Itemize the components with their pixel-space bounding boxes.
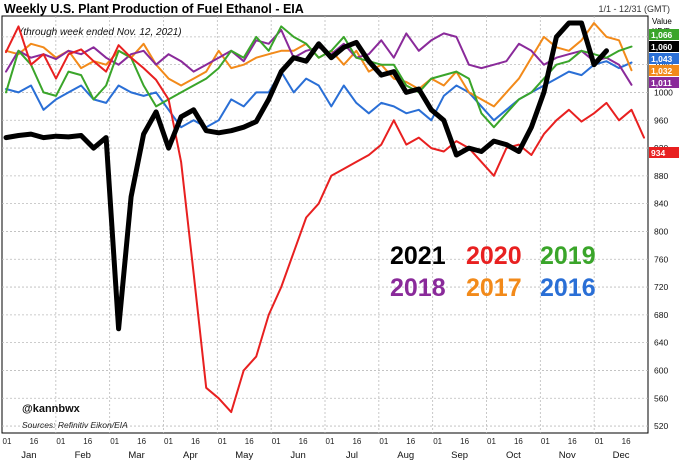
last-value-tag (649, 41, 679, 52)
x-day-label: 01 (56, 437, 65, 446)
x-day-label: 01 (326, 437, 335, 446)
x-day-label: 01 (218, 437, 227, 446)
y-tick-label: 520 (654, 421, 668, 431)
legend-label-2016: 2016 (540, 274, 596, 302)
x-month-label: Mar (128, 450, 144, 460)
x-day-label: 16 (299, 437, 308, 446)
legend-label-2018: 2018 (390, 274, 446, 302)
x-month-label: Aug (397, 450, 414, 460)
series-line-2021 (3, 20, 609, 332)
source-label: Sources: Refinitiv Eikon/EIA (22, 420, 128, 430)
x-day-label: 01 (3, 437, 12, 446)
y-tick-label: 560 (654, 393, 668, 403)
y-tick-label: 800 (654, 226, 668, 236)
x-day-label: 01 (272, 437, 281, 446)
last-value-tag (649, 77, 679, 88)
series-line-2019 (5, 25, 633, 129)
x-day-label: 01 (433, 437, 442, 446)
last-value-tag-label: 1,060 (651, 42, 673, 52)
x-day-label: 01 (487, 437, 496, 446)
y-tick-label: 720 (654, 282, 668, 292)
x-day-label: 16 (622, 437, 631, 446)
x-month-label: Jul (346, 450, 358, 460)
x-month-label: May (235, 450, 253, 460)
last-value-tag (649, 53, 679, 64)
chart-subtitle: (through week ended Nov. 12, 2021) (20, 27, 182, 38)
y-tick-label: 1040 (654, 60, 673, 70)
series-line-2020 (5, 25, 645, 414)
y-tick-label: 680 (654, 310, 668, 320)
x-day-label: 16 (29, 437, 38, 446)
y-tick-label: 840 (654, 199, 668, 209)
x-month-label: Jun (290, 450, 305, 460)
last-value-tag-label: 1,032 (651, 66, 673, 76)
x-day-label: 16 (514, 437, 523, 446)
y-tick-label: 960 (654, 115, 668, 125)
x-day-label: 16 (460, 437, 469, 446)
legend-label-2021: 2021 (390, 242, 446, 270)
x-day-label: 01 (110, 437, 119, 446)
y-tick-label: 880 (654, 171, 668, 181)
x-day-label: 16 (352, 437, 361, 446)
x-day-label: 01 (595, 437, 604, 446)
last-value-tag (649, 29, 679, 40)
y-tick-label: 640 (654, 338, 668, 348)
x-day-label: 16 (191, 437, 200, 446)
y-tick-label: 600 (654, 365, 668, 375)
x-day-label: 16 (137, 437, 146, 446)
x-month-label: Dec (613, 450, 630, 460)
y-tick-label: 1000 (654, 87, 673, 97)
last-value-tag-label: 1,011 (651, 78, 672, 88)
x-month-label: Jan (21, 450, 36, 460)
y-tick-label: 760 (654, 254, 668, 264)
unit-value-label: Value (652, 17, 672, 26)
x-day-label: 01 (379, 437, 388, 446)
x-month-label: Feb (75, 450, 91, 460)
credit-label: @kannbwx (22, 403, 81, 415)
chart-title: Weekly U.S. Plant Production of Fuel Eth… (4, 2, 304, 16)
last-value-tag-label: 1,043 (651, 54, 673, 64)
x-month-label: Nov (559, 450, 576, 460)
x-day-label: 01 (541, 437, 550, 446)
legend-label-2020: 2020 (466, 242, 522, 270)
x-month-label: Sep (451, 450, 468, 460)
x-day-label: 01 (164, 437, 173, 446)
x-day-label: 16 (568, 437, 577, 446)
last-value-tag-label: 934 (651, 148, 665, 158)
date-range-label: 1/1 - 12/31 (GMT) (598, 4, 670, 14)
last-value-tag (649, 65, 679, 76)
x-day-label: 16 (83, 437, 92, 446)
x-day-label: 16 (406, 437, 415, 446)
x-month-label: Apr (183, 450, 198, 460)
x-month-label: Oct (506, 450, 521, 460)
last-value-tag (649, 147, 679, 158)
x-day-label: 16 (245, 437, 254, 446)
legend-label-2017: 2017 (466, 274, 522, 302)
last-value-tag-label: 1,066 (651, 30, 673, 40)
legend-label-2019: 2019 (540, 242, 596, 270)
